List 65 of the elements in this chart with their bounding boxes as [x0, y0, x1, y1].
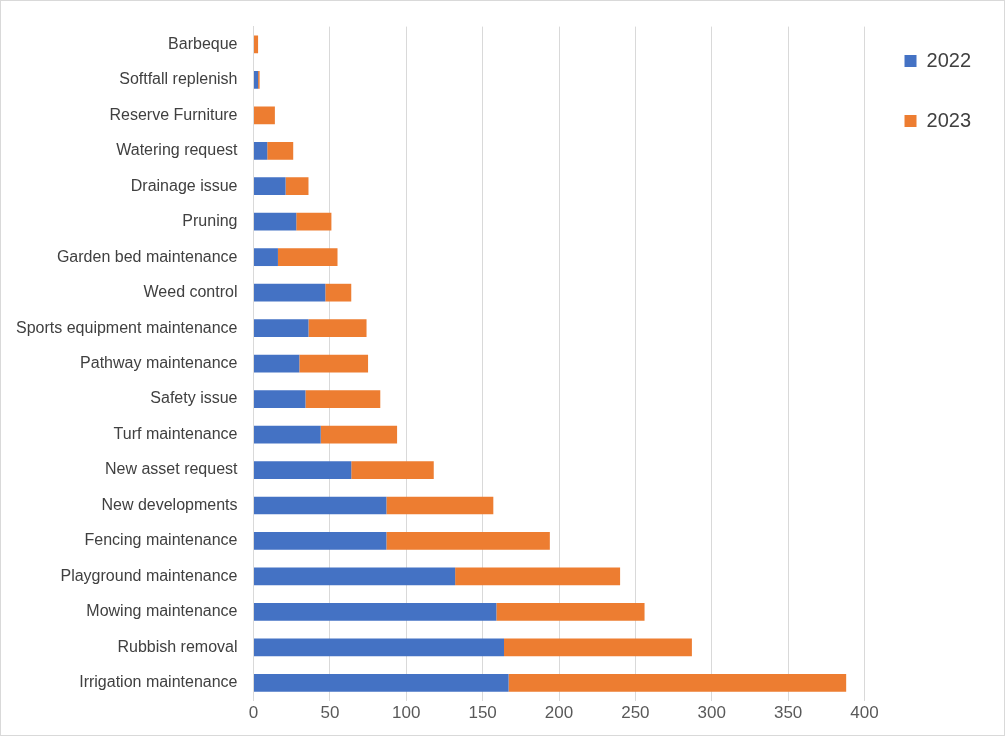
y-tick-label: Reserve Furniture	[109, 105, 238, 123]
bar	[455, 567, 621, 586]
bar	[277, 248, 338, 267]
x-tick-label: 50	[320, 703, 340, 723]
y-tick-label: Pathway maintenance	[80, 354, 238, 372]
bar	[254, 248, 278, 267]
bar	[267, 141, 294, 160]
legend-label: 2022	[926, 48, 972, 71]
bar	[504, 638, 692, 657]
y-tick-label: Turf maintenance	[113, 424, 238, 442]
bar	[254, 283, 326, 302]
y-tick-label: Softfall replenish	[119, 70, 238, 88]
y-tick-label: Drainage issue	[130, 176, 238, 194]
y-tick-label: Fencing maintenance	[84, 531, 238, 549]
legend-label: 2023	[926, 108, 972, 131]
bar	[254, 496, 387, 515]
x-tick-label: 250	[621, 703, 650, 723]
bar	[351, 461, 434, 479]
x-tick-label: 100	[392, 703, 421, 723]
bar	[254, 532, 387, 550]
bar	[254, 425, 321, 444]
y-tick-label: Pruning	[182, 212, 238, 230]
y-tick-label: Barbeque	[168, 34, 238, 52]
bar	[254, 212, 297, 231]
bar	[254, 354, 300, 373]
bar	[254, 390, 306, 408]
bar	[254, 106, 275, 125]
y-tick-label: Watering request	[116, 141, 239, 159]
x-tick-label: 400	[850, 703, 879, 723]
bar	[254, 638, 505, 657]
y-tick-label: Sports equipment maintenance	[16, 318, 238, 336]
bar	[254, 461, 352, 479]
bar	[386, 532, 550, 550]
bar	[254, 603, 497, 621]
bar	[254, 567, 456, 586]
bar	[308, 319, 367, 337]
x-tick-label: 0	[248, 703, 259, 723]
y-tick-label: Mowing maintenance	[86, 602, 238, 620]
y-tick-label: Playground maintenance	[60, 566, 238, 584]
bar	[296, 212, 332, 231]
y-tick-label: Safety issue	[150, 389, 238, 407]
y-tick-label: New developments	[101, 495, 238, 513]
bar	[254, 35, 259, 54]
bar	[254, 674, 509, 692]
y-tick-label: Irrigation maintenance	[79, 673, 238, 691]
x-tick-label: 200	[544, 703, 574, 723]
x-tick-label: 300	[697, 703, 726, 723]
y-tick-label: New asset request	[104, 460, 239, 478]
bar	[254, 70, 259, 89]
y-tick-label: Garden bed maintenance	[56, 247, 238, 265]
y-tick-label: Rubbish removal	[117, 637, 238, 655]
bar	[320, 425, 398, 444]
bar	[254, 141, 268, 160]
x-tick-label: 350	[773, 703, 803, 723]
bar	[386, 496, 494, 515]
y-tick-label: Weed control	[143, 283, 238, 301]
bar	[254, 319, 309, 337]
bar	[285, 177, 309, 196]
bar	[496, 603, 645, 621]
bar	[254, 177, 286, 196]
bar	[325, 283, 352, 302]
bar	[299, 354, 369, 373]
bar	[305, 390, 381, 408]
bar	[508, 674, 847, 692]
x-tick-label: 150	[468, 703, 497, 723]
